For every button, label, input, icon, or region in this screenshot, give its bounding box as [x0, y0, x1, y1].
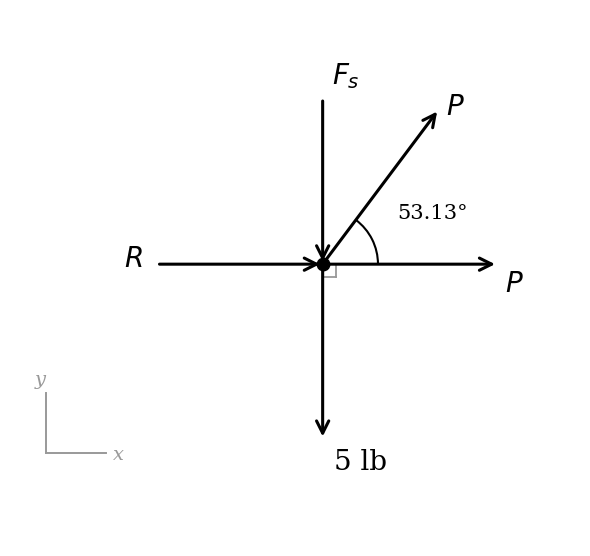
Text: y: y — [35, 371, 46, 389]
Text: 53.13°: 53.13° — [398, 204, 468, 223]
Text: $R$: $R$ — [124, 246, 143, 273]
Text: 5 lb: 5 lb — [334, 449, 386, 475]
Text: $P$: $P$ — [446, 94, 465, 121]
Text: x: x — [113, 446, 124, 464]
Text: $F_s$: $F_s$ — [332, 61, 359, 91]
Text: $P$: $P$ — [505, 271, 524, 298]
